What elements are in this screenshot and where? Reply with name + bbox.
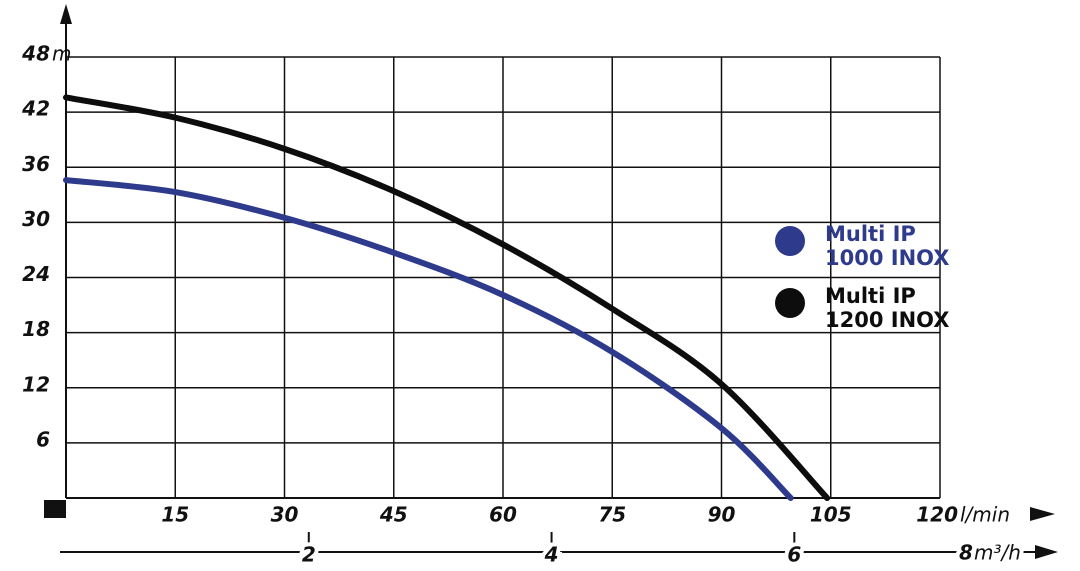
y-tick-label: 12	[22, 372, 50, 396]
series-line	[63, 177, 794, 501]
x-tick-label: 120	[916, 503, 958, 527]
x-tick-label: 45	[379, 503, 408, 527]
x-unit: l/min	[960, 503, 1010, 527]
y-tick-label: 48	[21, 42, 50, 66]
y-tick-label: 42	[21, 97, 50, 121]
x2-tick-label: 2	[302, 543, 316, 567]
legend-marker	[775, 288, 805, 318]
y-tick-label: 24	[22, 262, 50, 286]
y-unit: m	[52, 42, 71, 66]
y-tick-label: 36	[22, 152, 50, 176]
x2-tick-label: 8	[959, 541, 973, 565]
plot	[63, 94, 831, 501]
y-tick-label: 6	[36, 427, 50, 451]
x2-unit: m³/h	[974, 541, 1021, 565]
legend-item: Multi IP 1200 INOX	[775, 284, 975, 332]
x-tick-label: 30	[271, 503, 299, 527]
x2-tick-label: 4	[544, 543, 559, 567]
series-line	[63, 94, 831, 501]
legend-item: Multi IP 1000 INOX	[775, 222, 975, 270]
x-tick-label: 90	[708, 503, 736, 527]
x2-tick-label: 6	[787, 543, 801, 567]
y-arrow	[60, 4, 72, 24]
y-tick-label: 18	[22, 317, 50, 341]
x-tick-label: 75	[598, 503, 626, 527]
x-tick-label: 105	[810, 503, 852, 527]
legend-marker	[775, 226, 805, 256]
y-tick-label: 30	[22, 207, 50, 231]
origin-square	[44, 500, 66, 518]
legend-label: Multi IP 1200 INOX	[825, 284, 950, 332]
x-tick-label: 60	[489, 503, 517, 527]
legend-label: Multi IP 1000 INOX	[825, 222, 950, 270]
x-tick-label: 15	[161, 503, 189, 527]
x2-arrow	[1035, 545, 1058, 559]
x-arrow	[1030, 507, 1055, 521]
